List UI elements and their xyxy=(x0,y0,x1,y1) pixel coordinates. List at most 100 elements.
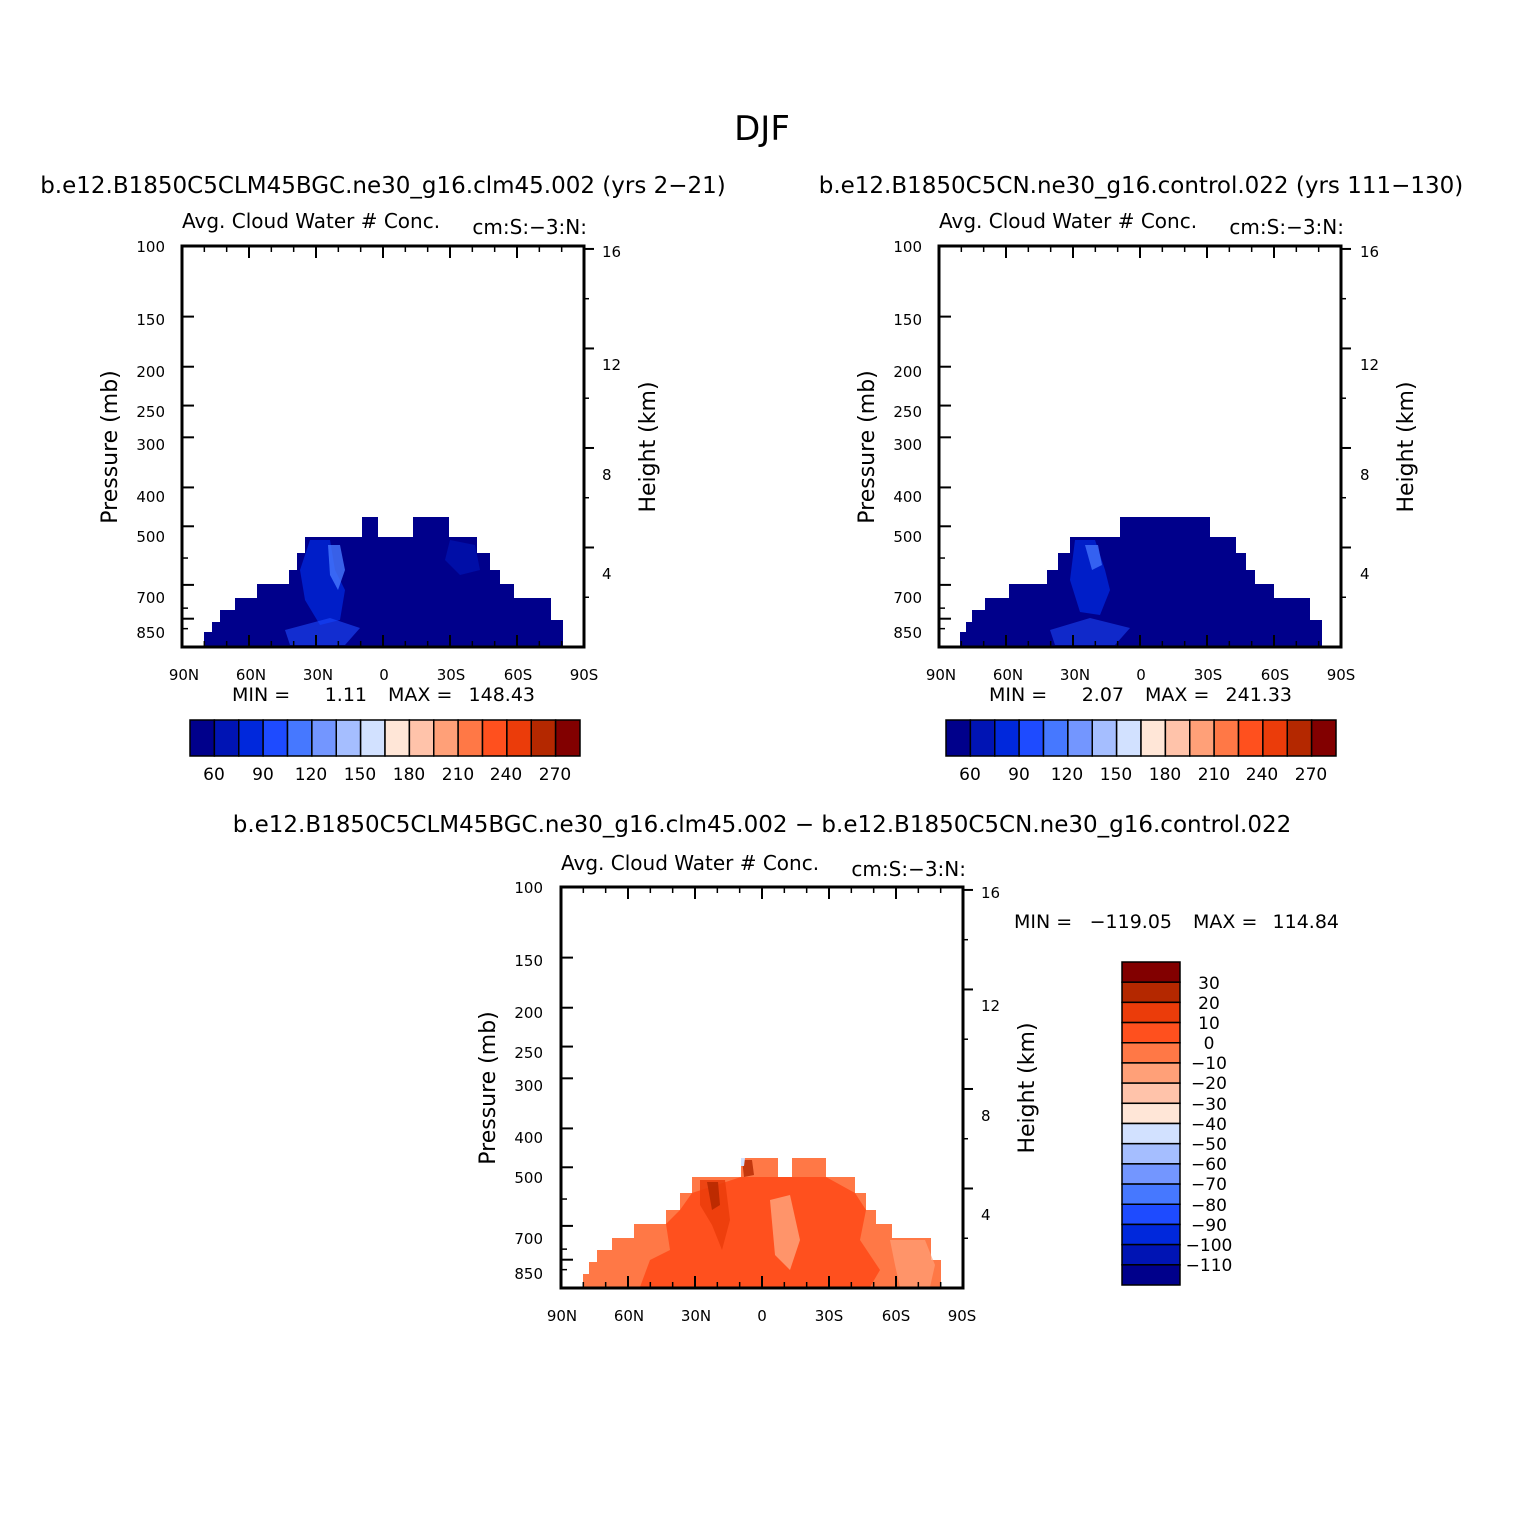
latitude-tick-label: 0 xyxy=(379,666,389,684)
panel-left-title: Avg. Cloud Water # Conc. xyxy=(939,209,1197,233)
panel-case-name: b.e12.B1850C5CN.ne30_g16.control.022 (yr… xyxy=(819,173,1464,199)
colorbar-box xyxy=(506,719,532,757)
colorbar-tick-label: −50 xyxy=(1191,1135,1227,1155)
max-value: 241.33 xyxy=(1226,684,1292,706)
latitude-tick-label: 90N xyxy=(547,1307,577,1325)
colorbar-box xyxy=(969,719,996,757)
height-tick-label: 8 xyxy=(1360,466,1370,484)
colorbar-box xyxy=(481,719,508,757)
latitude-tick-label: 90N xyxy=(926,666,956,684)
colorbar-box xyxy=(1262,719,1288,757)
contour-field xyxy=(960,517,1322,647)
field-level-20 xyxy=(700,1180,730,1250)
latitude-tick-label: 60N xyxy=(993,666,1023,684)
pressure-tick-label: 850 xyxy=(893,624,922,642)
latitude-tick-label: 30S xyxy=(437,666,466,684)
panel-clm45: b.e12.B1850C5CLM45BGC.ne30_g16.clm45.002… xyxy=(40,173,726,785)
colorbar-tick-label: 240 xyxy=(1246,765,1278,785)
colorbar-box xyxy=(1121,1142,1181,1165)
pressure-tick-label: 500 xyxy=(136,528,165,546)
colorbar-tick-label: 210 xyxy=(442,765,474,785)
colorbar-tick-label: −110 xyxy=(1186,1256,1233,1276)
colorbar-box xyxy=(1121,1102,1181,1125)
pressure-tick-label: 100 xyxy=(893,238,922,256)
contour-field xyxy=(583,1158,941,1287)
colorbar-box xyxy=(1164,719,1191,757)
y-axis-right-label: Height (km) xyxy=(1394,381,1419,512)
pressure-tick-label: 700 xyxy=(514,1230,543,1248)
height-tick-label: 16 xyxy=(981,884,1000,902)
colorbar-tick-label: −100 xyxy=(1186,1236,1233,1256)
pressure-tick-label: 700 xyxy=(136,589,165,607)
colorbar-box xyxy=(1237,719,1264,757)
colorbar-box xyxy=(408,719,435,757)
y-axis-right-label: Height (km) xyxy=(636,381,661,512)
field-level-120 xyxy=(328,545,345,590)
panel-case-name: b.e12.B1850C5CLM45BGC.ne30_g16.clm45.002… xyxy=(233,812,1292,838)
pressure-tick-label: 400 xyxy=(514,1129,543,1147)
panel-difference: b.e12.B1850C5CLM45BGC.ne30_g16.clm45.002… xyxy=(233,812,1339,1325)
colorbar-tick-label: 30 xyxy=(1198,974,1220,994)
colorbar-tick-label: 90 xyxy=(252,765,274,785)
colorbar-box xyxy=(1121,1163,1181,1185)
colorbar-tick-label: −90 xyxy=(1191,1216,1227,1236)
colorbar-box xyxy=(1213,719,1240,757)
field-level-90 xyxy=(300,540,345,625)
panel-units: cm:S:−3:N: xyxy=(1229,215,1344,239)
latitude-tick-label: 90S xyxy=(948,1307,977,1325)
pressure-tick-label: 100 xyxy=(136,238,165,256)
panel-left-title: Avg. Cloud Water # Conc. xyxy=(182,209,440,233)
pressure-tick-label: 700 xyxy=(893,589,922,607)
height-axis: 16 12 8 4 xyxy=(1360,243,1379,583)
min-value: 1.11 xyxy=(325,684,367,706)
colorbar-tick-label: 60 xyxy=(203,765,225,785)
colorbar-box xyxy=(1121,961,1181,983)
colorbar-box xyxy=(1115,719,1142,757)
height-tick-label: 4 xyxy=(1360,565,1370,583)
pressure-tick-label: 400 xyxy=(893,488,922,506)
height-axis: 16 12 8 4 xyxy=(981,884,1000,1224)
colorbar-box xyxy=(1310,719,1337,757)
colorbar-box xyxy=(1189,719,1215,757)
pressure-tick-label: 150 xyxy=(514,952,543,970)
colorbar-tick-label: 150 xyxy=(344,765,376,785)
colorbar-box xyxy=(189,719,216,757)
colorbar-tick-label: 120 xyxy=(1051,765,1083,785)
colorbar-box xyxy=(359,719,386,757)
latitude-tick-label: 60N xyxy=(614,1307,644,1325)
colorbar-labels: 30 20 10 0 −10 −20 −30 −40 −50 −60 −70 −… xyxy=(1186,974,1233,1276)
colorbar-box xyxy=(1121,1062,1181,1084)
colorbar-box xyxy=(238,719,264,757)
plot-frame-group xyxy=(559,885,973,1290)
colorbar-box xyxy=(1121,1021,1181,1044)
pressure-tick-label: 400 xyxy=(136,488,165,506)
pressure-tick-label: 150 xyxy=(136,311,165,329)
max-value: 114.84 xyxy=(1273,911,1339,933)
colorbar-box xyxy=(1091,719,1118,757)
colorbar-tick-label: −20 xyxy=(1191,1074,1227,1094)
min-value: −119.05 xyxy=(1090,911,1172,933)
colorbar-box xyxy=(1140,719,1167,757)
colorbar-box xyxy=(335,719,362,757)
colorbar-box xyxy=(384,719,411,757)
pressure-axis: 100 150 200 250 300 400 500 700 850 xyxy=(514,879,543,1283)
colorbar-tick-label: −80 xyxy=(1191,1196,1227,1216)
height-tick-label: 16 xyxy=(602,243,621,261)
colorbar-box xyxy=(1121,981,1181,1004)
contour-field xyxy=(204,517,563,647)
latitude-tick-label: 30S xyxy=(1194,666,1223,684)
latitude-tick-label: 60S xyxy=(504,666,533,684)
colorbar-tick-label: 270 xyxy=(539,765,571,785)
panel-control: b.e12.B1850C5CN.ne30_g16.control.022 (yr… xyxy=(819,173,1464,785)
colorbar-box xyxy=(1121,1223,1181,1246)
latitude-tick-label: 60S xyxy=(1261,666,1290,684)
panel-case-name: b.e12.B1850C5CLM45BGC.ne30_g16.clm45.002… xyxy=(40,173,726,199)
field-level-0b xyxy=(890,1240,935,1287)
figure-title: DJF xyxy=(734,109,790,149)
min-label: MIN = xyxy=(1014,911,1072,933)
pressure-tick-label: 250 xyxy=(893,403,922,421)
colorbar-tick-label: −40 xyxy=(1191,1115,1227,1135)
min-label: MIN = xyxy=(232,684,290,706)
colorbar-box xyxy=(262,719,289,757)
